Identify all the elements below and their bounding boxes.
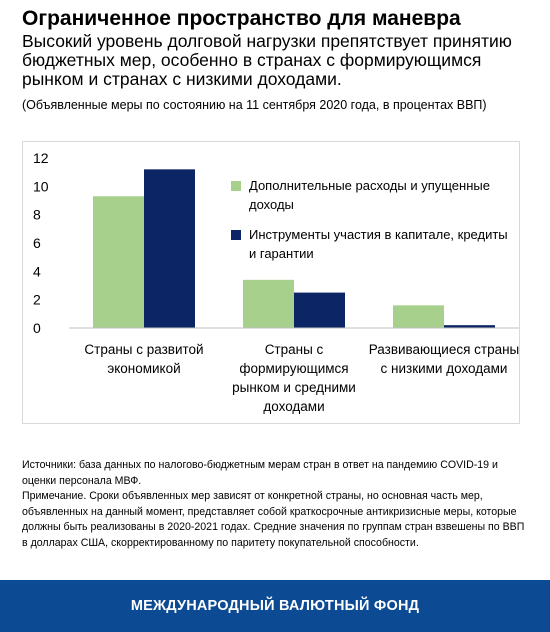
x-tick-label: формирующимся [239,361,348,376]
bar-equity [144,169,195,328]
footer-org-name: МЕЖДУНАРОДНЫЙ ВАЛЮТНЫЙ ФОНД [130,598,420,614]
note-text: Примечание. Сроки объявленных мер завися… [22,490,525,549]
x-tick-label: Развивающиеся страны [369,342,520,357]
x-tick-label: Страны с развитой [84,342,203,357]
legend-label-spending: Дополнительные расходы и упущенные доход… [249,178,490,212]
bar-spending [93,196,144,328]
chart-title: Ограниченное пространство для маневра [22,7,461,30]
y-tick-label: 10 [33,178,49,194]
bar-spending [393,305,444,328]
legend: Дополнительные расходы и упущенные доход… [231,176,511,274]
legend-swatch-equity [231,230,241,240]
x-tick-label: с низкими доходами [381,361,508,376]
bar-chart: 0 2 4 6 8 10 12 Страны с развитой экономикой Стра… [33,150,520,414]
legend-item-spending: Дополнительные расходы и упущенные доход… [231,176,511,214]
x-tick-label: экономикой [107,361,180,376]
x-tick-label: доходами [263,399,324,414]
y-tick-label: 6 [33,235,41,251]
footer-bar: МЕЖДУНАРОДНЫЙ ВАЛЮТНЫЙ ФОНД [0,580,550,632]
legend-item-equity: Инструменты участия в капитале, кредиты … [231,225,511,263]
legend-label-equity: Инструменты участия в капитале, кредиты … [249,227,508,261]
sources-block: Источники: база данных по налогово-бюдже… [22,458,527,551]
bar-spending [243,279,294,328]
chart-area: 0 2 4 6 8 10 12 Страны с развитой экономикой Стра… [22,141,520,424]
y-tick-label: 4 [33,263,41,279]
y-tick-label: 8 [33,207,41,223]
y-tick-label: 0 [33,320,41,336]
x-tick-label: рынком и средними [232,380,356,395]
legend-swatch-spending [231,181,241,191]
chart-note: (Объявленные меры по состоянию на 11 сен… [22,98,487,112]
x-tick-label: Страны с [265,342,324,357]
sources-text: Источники: база данных по налогово-бюдже… [22,459,498,487]
bar-equity [294,292,345,328]
y-tick-label: 2 [33,292,41,308]
bar-equity [444,325,495,328]
chart-subtitle: Высокий уровень долговой нагрузки препят… [22,31,512,89]
y-tick-label: 12 [33,150,49,166]
